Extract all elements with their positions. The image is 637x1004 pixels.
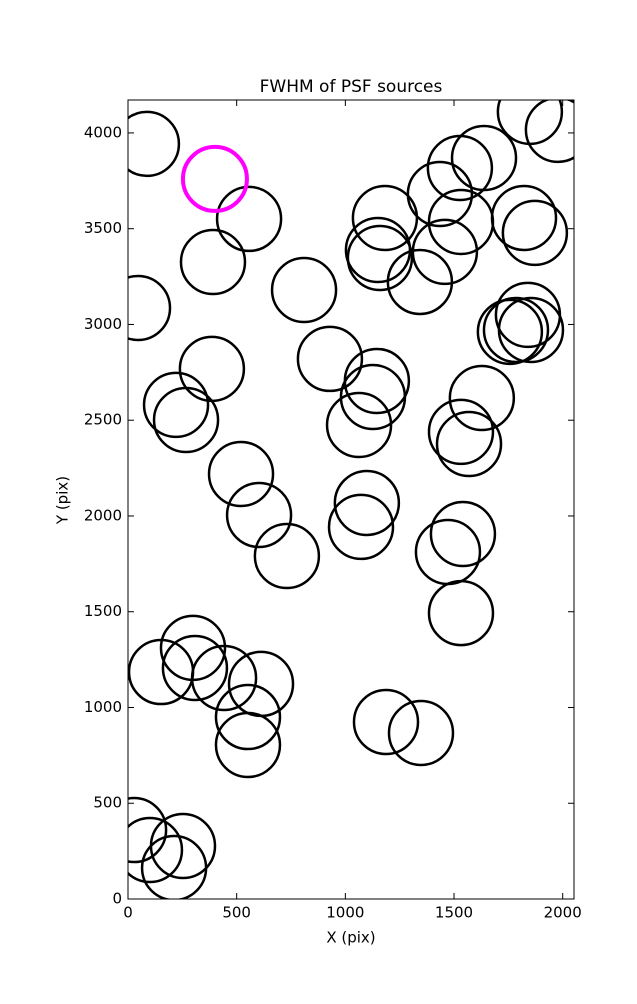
y-tick-label: 3500 xyxy=(84,219,122,237)
source-marker xyxy=(414,518,482,586)
y-tick-label: 0 xyxy=(112,890,122,908)
source-marker xyxy=(227,650,295,718)
x-tick-label: 1500 xyxy=(435,904,473,922)
source-marker xyxy=(450,124,518,192)
x-tick-label: 0 xyxy=(123,904,133,922)
source-marker xyxy=(406,160,474,228)
source-marker xyxy=(490,184,558,252)
source-marker xyxy=(128,110,181,178)
source-marker xyxy=(494,281,562,349)
y-tick-label: 500 xyxy=(93,794,122,812)
source-marker xyxy=(190,644,258,712)
source-marker xyxy=(178,335,246,403)
y-tick-label: 1000 xyxy=(84,698,122,716)
source-marker xyxy=(476,298,544,366)
y-tick-label: 4000 xyxy=(84,123,122,141)
source-marker xyxy=(496,100,564,146)
source-marker xyxy=(339,363,407,431)
y-tick-label: 2500 xyxy=(84,411,122,429)
source-marker xyxy=(161,634,229,702)
source-marker xyxy=(427,398,495,466)
source-marker xyxy=(501,199,569,267)
source-marker xyxy=(142,371,210,439)
source-marker xyxy=(128,796,168,864)
source-marker xyxy=(207,440,275,508)
source-marker xyxy=(253,522,321,590)
source-marker xyxy=(482,296,550,364)
source-marker xyxy=(429,500,497,568)
source-marker xyxy=(346,224,414,292)
y-axis-label: Y (pix) xyxy=(54,476,72,525)
source-marker xyxy=(352,688,420,756)
source-marker xyxy=(344,216,412,284)
source-marker xyxy=(179,228,247,296)
source-marker xyxy=(435,410,503,478)
y-tick-label: 3000 xyxy=(84,315,122,333)
plot-frame xyxy=(127,99,575,900)
source-marker xyxy=(386,248,454,316)
x-tick-label: 500 xyxy=(222,904,251,922)
chart-title: FWHM of PSF sources xyxy=(260,77,443,97)
source-marker xyxy=(327,493,395,561)
source-marker xyxy=(497,296,565,364)
plot-marks xyxy=(128,100,574,899)
source-marker xyxy=(333,469,401,537)
source-marker xyxy=(128,274,172,342)
source-marker xyxy=(215,185,283,253)
x-axis-label: X (pix) xyxy=(326,929,375,947)
source-marker xyxy=(180,144,249,213)
source-marker xyxy=(270,256,338,324)
source-marker xyxy=(128,816,184,884)
source-marker xyxy=(387,699,455,767)
source-marker xyxy=(296,325,364,393)
x-tick-label: 2000 xyxy=(544,904,582,922)
source-marker xyxy=(427,579,495,647)
source-marker xyxy=(225,481,293,549)
source-marker xyxy=(524,100,574,164)
source-marker xyxy=(411,218,479,286)
source-marker xyxy=(448,364,516,432)
source-marker xyxy=(152,386,220,454)
source-marker xyxy=(214,683,282,751)
y-tick-label: 1500 xyxy=(84,602,122,620)
source-marker xyxy=(214,711,282,779)
source-marker xyxy=(140,834,208,899)
source-marker xyxy=(325,391,393,459)
y-tick-label: 2000 xyxy=(84,506,122,524)
x-tick-label: 1000 xyxy=(326,904,364,922)
